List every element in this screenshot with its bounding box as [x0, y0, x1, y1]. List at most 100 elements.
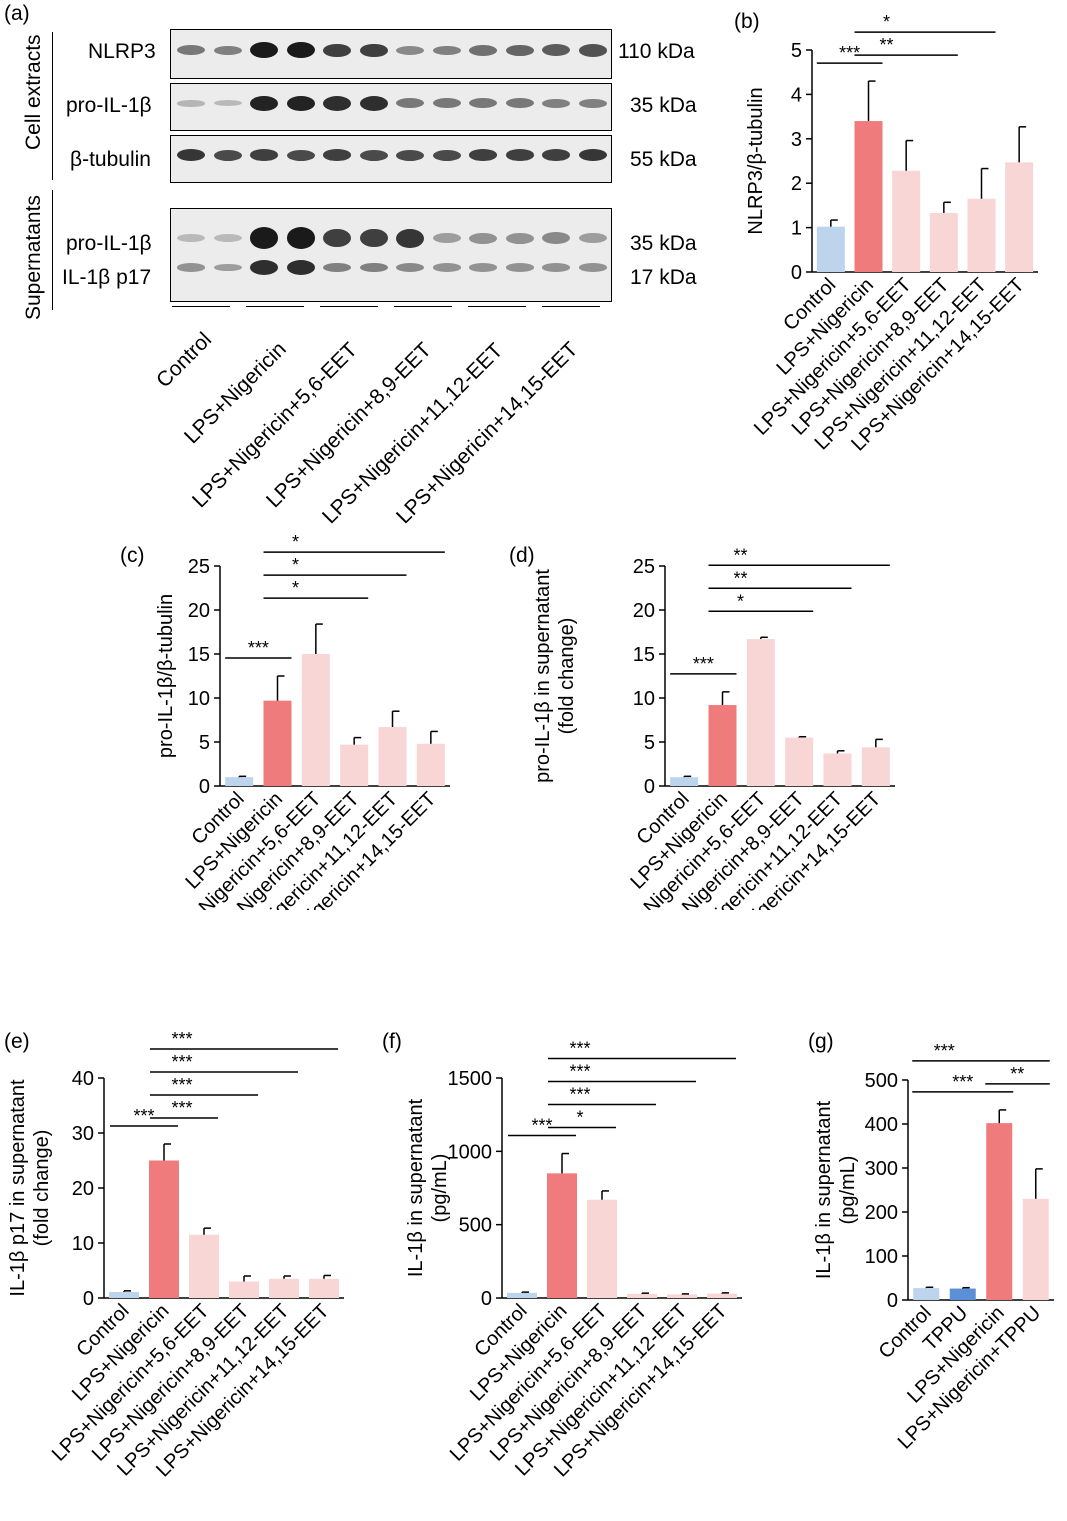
significance-label: ***: [569, 1039, 590, 1059]
y-axis-label: (fold change): [31, 1130, 53, 1247]
blot-band: [286, 227, 315, 249]
significance-label: *: [737, 591, 744, 611]
significance-label: ***: [569, 1062, 590, 1082]
bar: [670, 777, 699, 786]
supernatants-bracket: [52, 190, 53, 310]
cell-extracts-bracket: [52, 32, 53, 180]
bar: [309, 1278, 339, 1298]
y-tick-label: 0: [644, 776, 655, 798]
blot-band: [542, 44, 570, 57]
blot-band: [177, 263, 205, 272]
chart-panel-b: (b)012345NLRP3/β-tubulinControlLPS+Niger…: [734, 10, 1038, 455]
blot-band: [396, 45, 424, 55]
y-tick-label: 10: [188, 688, 210, 710]
bar: [109, 1291, 139, 1298]
bar: [854, 121, 883, 272]
bar: [301, 654, 330, 786]
y-tick-label: 25: [188, 556, 210, 578]
blot-band: [213, 234, 242, 243]
blot-band: [505, 98, 534, 109]
cell-extracts-label: Cell extracts: [22, 34, 45, 150]
blot-band: [250, 149, 278, 161]
bar: [707, 1293, 737, 1298]
y-tick-label: 5: [791, 40, 802, 62]
y-tick-label: 25: [633, 556, 655, 578]
mw-label-nlrp3: 110 kDa: [618, 40, 695, 63]
significance-label: **: [1010, 1064, 1024, 1084]
blot-band: [505, 232, 534, 244]
bar: [269, 1278, 299, 1298]
bar: [816, 226, 845, 272]
bar: [913, 1288, 940, 1300]
panel-letter: (b): [734, 10, 760, 33]
blot-label-sup-pro-il1b: pro-IL-1β: [66, 232, 152, 255]
significance-label: ***: [569, 1085, 590, 1105]
bar: [229, 1281, 259, 1298]
blot-band: [177, 149, 205, 161]
blot-band: [542, 98, 570, 109]
y-tick-label: 1: [791, 218, 802, 240]
blot-band: [213, 149, 242, 161]
bar: [378, 727, 407, 786]
blot-strip-pro-il1b: [170, 83, 612, 131]
y-axis-label: pro-IL-1β/β-tubulin: [155, 594, 177, 758]
significance-label: ***: [171, 1029, 192, 1049]
y-tick-label: 0: [791, 262, 802, 284]
blot-band: [396, 262, 424, 272]
chart-panel-f: (f) 0 500 1000 1500 IL-1β in supernatant (pg/m…: [382, 1030, 742, 1481]
significance-label: *: [576, 1108, 583, 1128]
bar: [667, 1294, 697, 1298]
blot-band: [396, 98, 424, 109]
y-axis-label: (fold change): [556, 618, 578, 735]
blot-label-nlrp3: NLRP3: [88, 40, 156, 63]
blot-band: [177, 100, 205, 107]
significance-label: **: [733, 568, 747, 588]
y-tick-label: 300: [865, 1158, 898, 1180]
blot-strip-nlrp3: [170, 29, 612, 79]
y-tick-label: 30: [72, 1123, 94, 1145]
lane-group-label: Control: [152, 328, 217, 393]
y-tick-label: 3: [791, 129, 802, 151]
panel-letter: (g): [808, 1030, 834, 1053]
bar: [708, 705, 737, 786]
chart-panel-c: (c)0510152025pro-IL-1β/β-tubulinControlL…: [120, 532, 450, 910]
panel-a-letter: (a): [4, 2, 30, 25]
blot-band: [396, 149, 424, 161]
bar: [823, 753, 852, 786]
significance-label: **: [879, 35, 893, 55]
chart-panel-g: (g) 0 100 200 300 400 500 IL-1β in supernatant(…: [808, 1030, 1054, 1454]
blot-band: [432, 98, 461, 109]
blot-band: [542, 232, 570, 245]
blot-band: [432, 149, 461, 161]
y-tick-label: 40: [72, 1068, 94, 1090]
significance-label: ***: [531, 1116, 552, 1136]
blot-band: [250, 95, 278, 112]
significance-label: ***: [693, 654, 714, 674]
supernatants-label: Supernatants: [22, 195, 45, 320]
significance-label: *: [292, 555, 299, 575]
bar: [263, 700, 292, 786]
y-axis-label: pro-IL-1β in supernatant: [532, 569, 554, 783]
blot-strip-beta-tubulin: [170, 135, 612, 183]
y-tick-label: 15: [633, 644, 655, 666]
blot-band: [578, 263, 607, 272]
chart-panel-e: (e) 0 10 20 30 40 IL-1β p17 in supernatant (fol…: [4, 1029, 344, 1481]
blot-band: [505, 44, 534, 57]
bar: [1005, 162, 1034, 272]
blot-band: [432, 45, 461, 56]
lane-group-line: [246, 306, 304, 307]
y-tick-label: 0: [887, 1290, 898, 1312]
significance-label: ***: [133, 1106, 154, 1126]
blot-band: [578, 149, 607, 161]
y-tick-label: 5: [199, 732, 210, 754]
bar: [627, 1293, 657, 1298]
blot-band: [213, 45, 242, 56]
blot-band: [323, 149, 351, 161]
blot-band: [323, 43, 351, 58]
chart-panel-d: (d) 0 5 10 15 20 25 pro-IL-1β in supernatant (fo…: [509, 544, 895, 910]
lane-group-line: [394, 306, 452, 307]
bar: [547, 1173, 577, 1298]
blot-band: [177, 45, 205, 56]
y-tick-label: 0: [199, 776, 210, 798]
